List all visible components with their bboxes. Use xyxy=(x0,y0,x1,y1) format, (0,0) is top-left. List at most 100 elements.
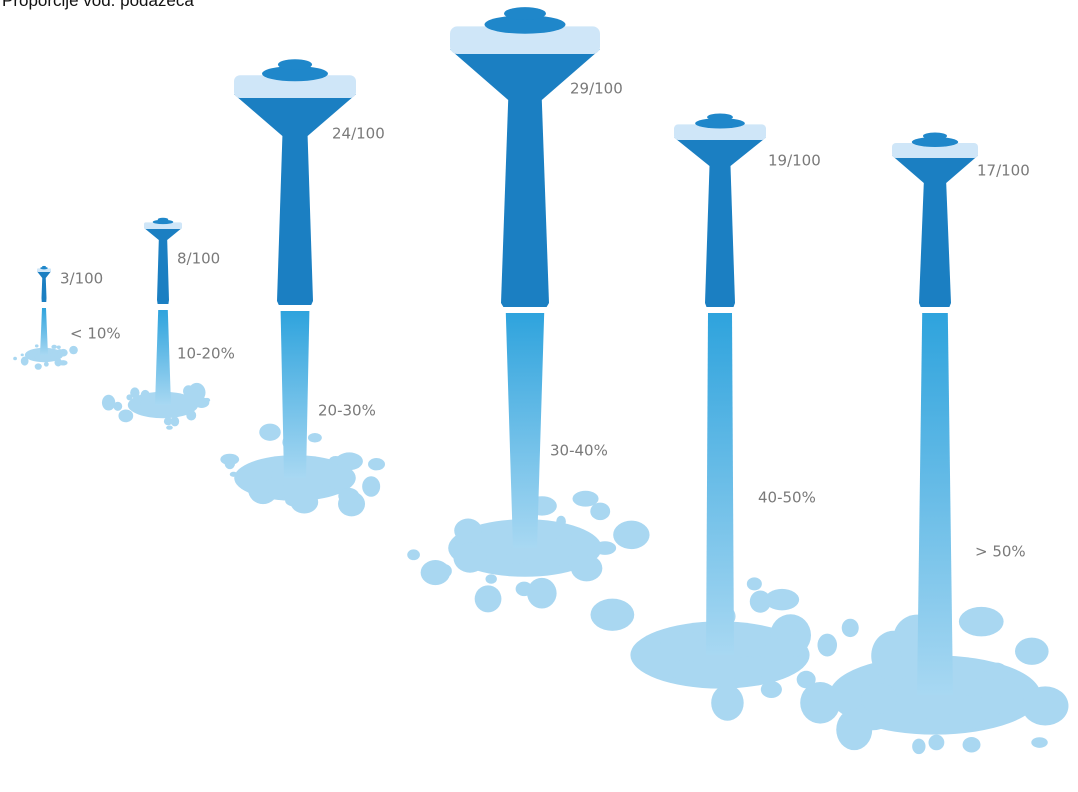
tank-funnel xyxy=(144,227,182,240)
splash-drop xyxy=(248,475,278,505)
splash-drop xyxy=(119,414,126,421)
splash-drop xyxy=(908,712,927,728)
splash-drop xyxy=(259,423,281,441)
splash-drop xyxy=(362,476,381,497)
splash-drop xyxy=(319,469,337,487)
splash-drop xyxy=(764,638,787,662)
splash-drop xyxy=(113,401,123,411)
tower-stem xyxy=(919,183,951,307)
splash-drop xyxy=(613,520,650,550)
tank-rim xyxy=(144,222,182,229)
splash-drop xyxy=(485,574,497,584)
tank-rim xyxy=(234,75,356,98)
tank-funnel xyxy=(674,137,766,166)
splash-drop xyxy=(796,670,816,689)
tank-cap xyxy=(42,265,46,268)
splash-drop xyxy=(556,533,577,547)
tank-top xyxy=(484,15,566,34)
splash-drop xyxy=(32,357,36,360)
splash-drop xyxy=(1014,637,1049,665)
splash-drop xyxy=(34,344,39,348)
splash-drop xyxy=(220,453,240,466)
tower-stem xyxy=(277,136,313,305)
tower-stem xyxy=(501,100,549,307)
splash-drop xyxy=(947,695,994,723)
splash-drop xyxy=(760,680,782,699)
splash-drop xyxy=(101,394,116,411)
tank-top xyxy=(695,118,745,129)
splash-drop xyxy=(176,405,184,410)
splash-drop xyxy=(407,549,420,561)
splash-drop xyxy=(454,518,482,543)
water-tower xyxy=(101,217,211,430)
splash-drop xyxy=(59,348,68,357)
splash-drop xyxy=(49,352,56,359)
water-tower xyxy=(407,7,650,613)
splash-drop xyxy=(20,353,24,357)
splash-drop xyxy=(194,386,201,392)
splash-drop xyxy=(958,606,1004,637)
splash-drop xyxy=(329,456,343,465)
tower-stem xyxy=(157,240,169,304)
splash-drop xyxy=(166,425,173,430)
splash-drop xyxy=(764,588,800,611)
splash-drop xyxy=(817,633,838,657)
splash-drop xyxy=(69,345,78,355)
splash-drop xyxy=(572,490,599,507)
splash-drop xyxy=(188,382,206,403)
tank-cap xyxy=(277,59,313,70)
splash-drop xyxy=(593,541,617,555)
splash-drop xyxy=(203,397,211,403)
range-label: 10-20% xyxy=(177,345,235,363)
range-label: < 10% xyxy=(70,325,121,343)
water-stream xyxy=(155,310,171,405)
splash-drop xyxy=(1009,672,1026,685)
splash-drop xyxy=(1031,737,1048,748)
tank-funnel xyxy=(37,271,51,278)
water-tower xyxy=(13,265,78,370)
splash-drop xyxy=(437,564,452,578)
splash-drop xyxy=(43,361,49,367)
splash-drop xyxy=(32,350,38,355)
tank-cap xyxy=(504,7,546,20)
splash-drop xyxy=(13,356,17,361)
splash-drop xyxy=(711,684,744,721)
ratio-label: 17/100 xyxy=(977,162,1030,180)
splash-drop xyxy=(368,458,386,471)
splash-drop xyxy=(912,738,926,755)
splash-drop xyxy=(590,502,611,521)
range-label: 30-40% xyxy=(550,442,608,460)
splash-drop xyxy=(186,410,197,421)
tank-top xyxy=(152,219,174,225)
splash-drop xyxy=(1021,686,1069,726)
splash-drop xyxy=(54,358,62,367)
range-label: 40-50% xyxy=(758,489,816,507)
water-stream xyxy=(280,311,310,478)
tower-stem xyxy=(705,166,735,307)
tower-stem xyxy=(41,278,47,302)
splash-drop xyxy=(556,515,566,528)
water-stream xyxy=(917,313,953,695)
ratio-label: 24/100 xyxy=(332,125,385,143)
splash-drop xyxy=(290,490,319,514)
splash-drop xyxy=(962,737,981,753)
splash-drop xyxy=(335,452,363,471)
water-tower xyxy=(796,132,1069,755)
splash-drop xyxy=(140,398,150,408)
tank-rim xyxy=(674,124,766,140)
splash-drop xyxy=(590,598,635,631)
splash-drop xyxy=(784,630,807,657)
splash-drop xyxy=(800,682,841,724)
splash-drop xyxy=(268,484,289,500)
ratio-label: 3/100 xyxy=(60,270,103,288)
tank-top xyxy=(40,266,48,270)
splash-drop xyxy=(229,471,238,477)
tank-top xyxy=(262,66,328,82)
tank-top xyxy=(911,137,959,147)
splash-drop xyxy=(453,542,487,573)
splash-drop xyxy=(527,577,557,609)
splash-drop xyxy=(56,345,61,350)
tank-funnel xyxy=(892,155,978,183)
splash-drop xyxy=(163,417,173,426)
